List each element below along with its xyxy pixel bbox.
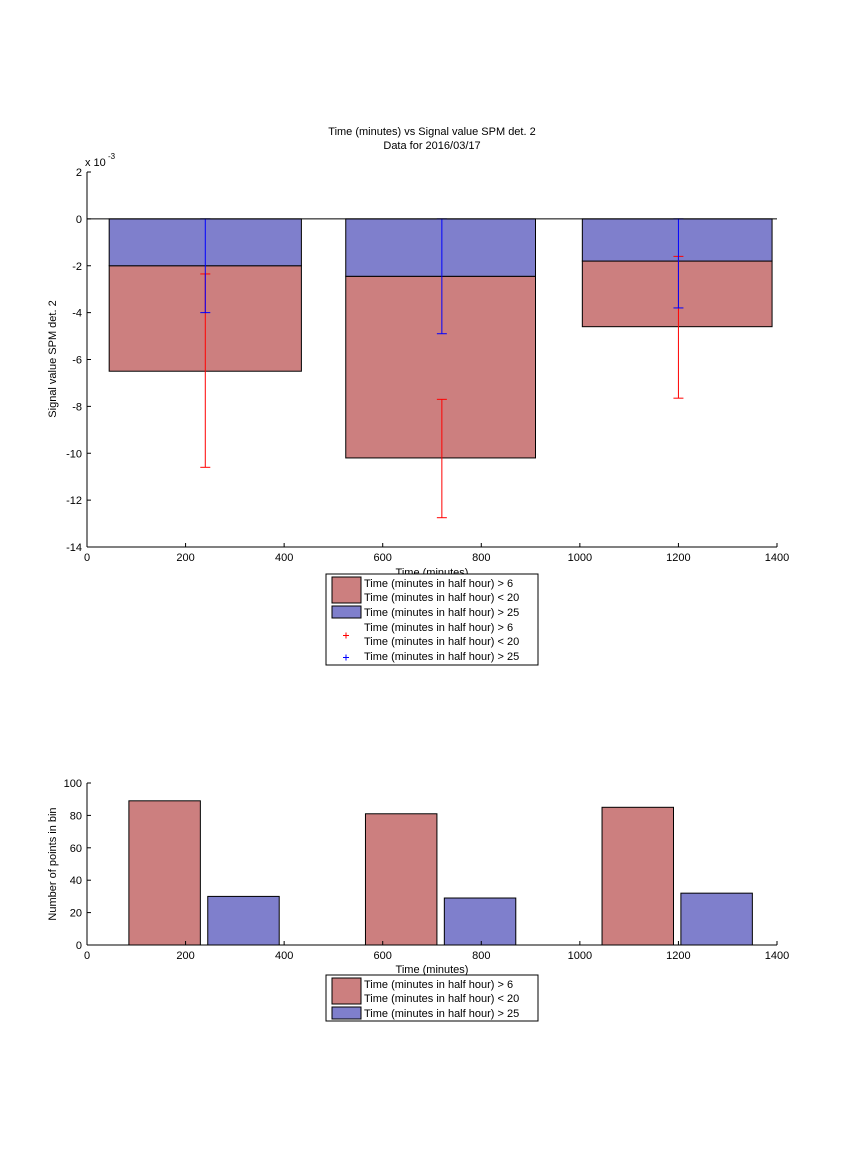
- x-tick-label: 1200: [666, 552, 690, 564]
- bar-red: [601, 806, 674, 946]
- x-tick-label: 1200: [666, 950, 690, 962]
- y-tick-label: -14: [66, 542, 82, 554]
- y-exponent-base: x 10: [85, 157, 106, 169]
- y-tick-label: 100: [64, 778, 82, 790]
- y-tick-label: -4: [72, 308, 82, 320]
- legend-label: Time (minutes in half hour) < 20: [364, 592, 519, 604]
- x-tick-label: 1000: [568, 950, 592, 962]
- x-tick-label: 600: [374, 950, 392, 962]
- x-tick-label: 600: [374, 552, 392, 564]
- signal-chart: Time (minutes) vs Signal value SPM det. …: [47, 126, 789, 666]
- bar-red: [581, 260, 773, 328]
- error-bar-red: [436, 398, 447, 519]
- y-tick-label: 80: [70, 810, 82, 822]
- y-tick-label: 20: [70, 908, 82, 920]
- legend-label: Time (minutes in half hour) > 6: [364, 979, 513, 991]
- legend: Time (minutes in half hour) > 6 Time (min…: [325, 974, 539, 1022]
- y-exponent-power: -3: [108, 152, 116, 161]
- x-tick-label: 800: [472, 950, 490, 962]
- axes: 0 200 400 600 800 1000 1200 1400 2 0 -2 -4 -6 -8 -10 -1…: [66, 167, 789, 564]
- y-axis-label: Signal value SPM det. 2: [47, 300, 59, 417]
- legend-marker-blue: [343, 654, 349, 661]
- x-tick-label: 400: [275, 552, 293, 564]
- legend-label: Time (minutes in half hour) > 25: [364, 651, 519, 663]
- x-tick-label: 1000: [568, 552, 592, 564]
- y-tick-label: 40: [70, 875, 82, 887]
- bar-blue: [581, 218, 773, 262]
- bar-red: [128, 800, 201, 946]
- bar-red: [364, 813, 438, 946]
- error-bars: [200, 218, 684, 519]
- legend-swatch-red: [331, 576, 362, 604]
- bars: [108, 218, 773, 459]
- x-tick-label: 0: [84, 552, 90, 564]
- bars: [128, 800, 753, 946]
- legend-marker-red: [343, 632, 349, 639]
- x-tick-label: 200: [176, 552, 194, 564]
- legend-label: Time (minutes in half hour) > 6: [364, 578, 513, 590]
- chart-subtitle: Data for 2016/03/17: [383, 140, 480, 152]
- y-tick-label: -6: [72, 355, 82, 367]
- y-tick-label: -2: [72, 261, 82, 273]
- y-tick-label: 60: [70, 843, 82, 855]
- count-chart: 0 200 400 600 800 1000 1200 1400 0 20 40 60 80 100 Ti…: [47, 778, 790, 1022]
- legend-swatch-blue: [331, 605, 362, 619]
- x-tick-label: 0: [84, 950, 90, 962]
- legend-label: Time (minutes in half hour) > 6: [364, 622, 513, 634]
- bar-blue: [345, 218, 536, 277]
- bar-blue: [443, 897, 517, 946]
- legend-swatch-red: [331, 977, 362, 1005]
- x-tick-label: 1400: [765, 950, 789, 962]
- y-tick-label: -10: [66, 448, 82, 460]
- y-tick-label: -8: [72, 401, 82, 413]
- legend-label: Time (minutes in half hour) > 25: [364, 1008, 519, 1020]
- x-axis-label: Time (minutes): [396, 964, 469, 976]
- y-tick-label: -12: [66, 495, 82, 507]
- legend-label: Time (minutes in half hour) < 20: [364, 636, 519, 648]
- legend-label: Time (minutes in half hour) < 20: [364, 993, 519, 1005]
- bar-red: [345, 275, 536, 459]
- x-tick-label: 1400: [765, 552, 789, 564]
- y-tick-label: 0: [76, 214, 82, 226]
- bar-blue: [207, 895, 280, 946]
- bar-blue: [680, 892, 753, 946]
- legend-label: Time (minutes in half hour) > 25: [364, 607, 519, 619]
- legend-swatch-blue: [331, 1006, 362, 1020]
- x-tick-label: 800: [472, 552, 490, 564]
- y-axis-label: Number of points in bin: [47, 807, 59, 920]
- legend: Time (minutes in half hour) > 6 Time (min…: [325, 573, 539, 666]
- y-exponent-label: x 10 -3: [85, 152, 116, 169]
- y-tick-label: 2: [76, 167, 82, 179]
- y-tick-label: 0: [76, 940, 82, 952]
- chart-title: Time (minutes) vs Signal value SPM det. …: [328, 126, 535, 138]
- x-tick-label: 400: [275, 950, 293, 962]
- axes: 0 200 400 600 800 1000 1200 1400 0 20 40 60 80 100: [64, 778, 790, 962]
- x-tick-label: 200: [176, 950, 194, 962]
